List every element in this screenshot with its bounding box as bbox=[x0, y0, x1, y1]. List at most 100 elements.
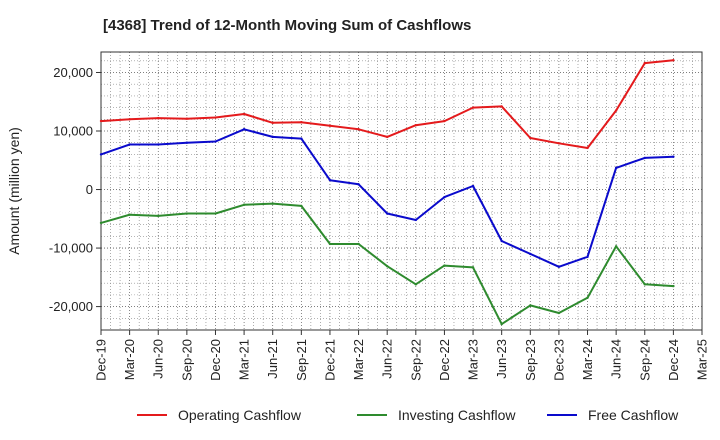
x-tick-label: Sep-21 bbox=[294, 339, 309, 381]
data-point bbox=[242, 128, 246, 131]
series-free-cashflow bbox=[99, 128, 675, 268]
data-point bbox=[128, 213, 131, 216]
data-point bbox=[185, 141, 189, 144]
data-point bbox=[99, 221, 103, 225]
x-tick-label: Dec-21 bbox=[322, 339, 337, 381]
x-tick-label: Jun-23 bbox=[494, 339, 509, 379]
data-point bbox=[157, 214, 160, 218]
data-point bbox=[443, 264, 446, 267]
x-tick-label: Sep-22 bbox=[408, 339, 423, 381]
data-point bbox=[500, 322, 503, 326]
x-tick-label: Sep-23 bbox=[523, 339, 538, 381]
data-point bbox=[471, 106, 475, 109]
data-point bbox=[500, 239, 503, 243]
data-point bbox=[357, 128, 360, 131]
x-tick-label: Sep-24 bbox=[637, 339, 652, 381]
x-tick-label: Jun-22 bbox=[380, 339, 395, 379]
y-tick-label: 0 bbox=[86, 182, 93, 197]
x-tick-label: Dec-22 bbox=[437, 339, 452, 381]
series-investing-cashflow bbox=[99, 202, 675, 326]
data-point bbox=[500, 105, 503, 108]
x-tick-label: Jun-24 bbox=[609, 339, 624, 379]
data-point bbox=[586, 146, 589, 150]
data-point bbox=[557, 265, 561, 268]
data-point bbox=[157, 116, 160, 120]
legend-item: Operating Cashflow bbox=[137, 407, 302, 423]
data-point bbox=[414, 218, 418, 222]
legend-item: Investing Cashflow bbox=[357, 407, 516, 423]
data-point bbox=[672, 284, 675, 288]
x-tick-label: Jun-21 bbox=[265, 339, 280, 379]
x-tick-label: Mar-23 bbox=[466, 339, 481, 380]
data-point bbox=[357, 242, 360, 246]
x-tick-label: Mar-20 bbox=[122, 339, 137, 380]
x-tick-label: Sep-20 bbox=[179, 339, 194, 381]
data-point bbox=[242, 112, 246, 116]
data-point bbox=[271, 202, 274, 205]
data-point bbox=[300, 204, 303, 208]
data-point bbox=[328, 178, 332, 182]
data-point bbox=[414, 123, 418, 127]
data-point bbox=[643, 283, 646, 286]
x-tick-label: Mar-21 bbox=[237, 339, 252, 380]
data-point bbox=[586, 255, 589, 259]
data-point bbox=[557, 311, 561, 315]
data-point bbox=[328, 242, 332, 246]
data-point bbox=[385, 265, 389, 268]
data-point bbox=[214, 212, 217, 215]
data-point bbox=[185, 212, 189, 215]
x-tick-label: Mar-24 bbox=[580, 339, 595, 380]
data-point bbox=[328, 124, 332, 127]
data-point bbox=[443, 119, 446, 123]
data-point bbox=[557, 142, 561, 145]
legend-item: Free Cashflow bbox=[547, 407, 679, 423]
data-point bbox=[529, 304, 532, 307]
y-tick-label: -10,000 bbox=[49, 241, 93, 256]
plot-frame bbox=[100, 51, 703, 331]
data-point bbox=[443, 195, 446, 199]
data-point bbox=[643, 156, 646, 160]
data-point bbox=[672, 58, 675, 62]
data-point bbox=[385, 135, 389, 139]
data-point bbox=[214, 116, 217, 119]
y-tick-label: -20,000 bbox=[49, 299, 93, 314]
chart-title: [4368] Trend of 12-Month Moving Sum of C… bbox=[103, 17, 471, 34]
series-operating-cashflow bbox=[99, 58, 675, 150]
data-point bbox=[529, 136, 532, 140]
x-tick-label: Mar-22 bbox=[351, 339, 366, 380]
data-point bbox=[385, 212, 389, 215]
data-point bbox=[99, 119, 103, 123]
legend: Operating Cashflow Investing Cashflow Free… bbox=[137, 407, 679, 423]
series-line bbox=[100, 202, 674, 326]
x-tick-label: Dec-23 bbox=[551, 339, 566, 381]
data-point bbox=[471, 266, 475, 269]
data-point bbox=[271, 135, 274, 139]
data-point bbox=[614, 109, 618, 112]
data-point bbox=[128, 118, 131, 121]
data-point bbox=[643, 61, 646, 65]
y-tick-label: 10,000 bbox=[53, 124, 93, 139]
data-point bbox=[300, 137, 303, 140]
x-tick-label: Dec-24 bbox=[666, 339, 681, 381]
x-tick-label: Dec-19 bbox=[94, 339, 109, 381]
data-point bbox=[672, 155, 675, 158]
y-tick-label: 20,000 bbox=[53, 65, 93, 80]
data-point bbox=[357, 183, 360, 186]
data-point bbox=[414, 283, 418, 286]
data-point bbox=[614, 166, 618, 170]
grid bbox=[100, 52, 703, 331]
data-point bbox=[157, 143, 160, 146]
data-point bbox=[185, 117, 189, 120]
data-point bbox=[271, 121, 274, 125]
data-point bbox=[99, 153, 103, 156]
data-point bbox=[471, 184, 475, 188]
data-point bbox=[614, 245, 618, 248]
data-point bbox=[586, 296, 589, 300]
axes: -20,000 -10,000 0 10,000 20,000 Dec-19 Mar-20 J… bbox=[49, 51, 710, 381]
x-tick-label: Mar-25 bbox=[695, 339, 710, 380]
x-tick-label: Dec-20 bbox=[208, 339, 223, 381]
legend-label: Investing Cashflow bbox=[398, 407, 516, 423]
series-line bbox=[100, 128, 674, 268]
